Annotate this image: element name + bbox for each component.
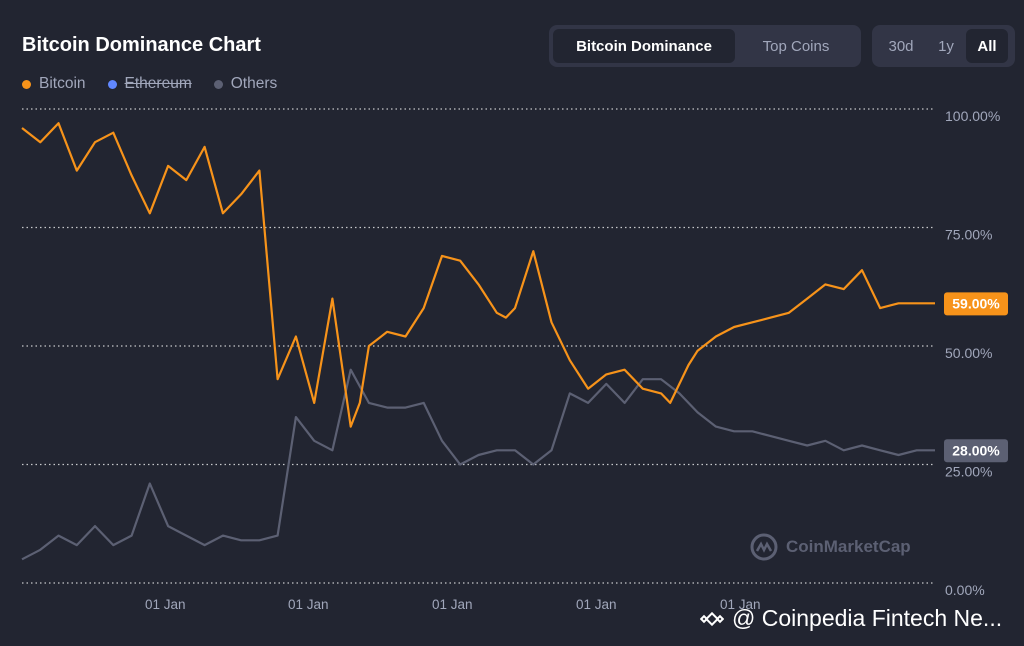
series-line-others xyxy=(21,368,935,561)
others-current-badge xyxy=(944,439,1008,463)
others-current-badge-label: 28.00% xyxy=(952,442,1000,458)
binance-logo-icon xyxy=(700,611,724,626)
chart-title: Bitcoin Dominance Chart xyxy=(22,34,261,56)
grid-lines xyxy=(22,108,935,584)
legend-label-bitcoin: Bitcoin xyxy=(39,75,86,92)
range-all-button[interactable]: All xyxy=(966,29,1008,63)
coinpedia-credit: @ Coinpedia Fintech Ne... xyxy=(700,605,1002,632)
y-tick-label: 50.00% xyxy=(945,345,992,361)
x-tick-label: 01 Jan xyxy=(576,597,617,612)
x-tick-label: 01 Jan xyxy=(432,597,473,612)
credit-text: @ Coinpedia Fintech Ne... xyxy=(732,605,1003,631)
watermark-text: CoinMarketCap xyxy=(786,537,911,556)
bitcoin-current-badge xyxy=(944,292,1008,316)
legend-item-bitcoin[interactable]: Bitcoin xyxy=(22,75,86,93)
current-value-badges: 59.00% 28.00% xyxy=(944,292,1008,463)
legend-item-others[interactable]: Others xyxy=(213,75,278,93)
range-1y-button[interactable]: 1y xyxy=(938,37,954,55)
series-line-bitcoin xyxy=(21,122,935,428)
others-dot-icon xyxy=(213,79,223,89)
tab-top-coins[interactable]: Top Coins xyxy=(762,37,830,55)
y-tick-label: 100.00% xyxy=(945,108,1000,124)
chart-legend: Bitcoin Ethereum Others xyxy=(22,75,277,93)
legend-label-others: Others xyxy=(230,75,278,92)
ethereum-dot-icon xyxy=(107,79,117,89)
x-axis-ticks: 01 Jan 01 Jan 01 Jan 01 Jan 01 Jan xyxy=(145,597,761,612)
view-toggle: Bitcoin Dominance Top Coins xyxy=(549,25,861,67)
x-tick-label: 01 Jan xyxy=(288,597,329,612)
range-30d-button[interactable]: 30d xyxy=(888,37,914,55)
legend-item-ethereum[interactable]: Ethereum xyxy=(107,75,192,93)
y-tick-label: 75.00% xyxy=(945,227,992,243)
y-tick-label: 25.00% xyxy=(945,464,992,480)
series-lines xyxy=(21,122,935,561)
coinmarketcap-logo-icon xyxy=(750,533,778,561)
bitcoin-current-badge-label: 59.00% xyxy=(952,295,1000,311)
bitcoin-dot-icon xyxy=(22,79,31,89)
x-tick-label: 01 Jan xyxy=(720,597,761,612)
y-tick-label: 0.00% xyxy=(945,582,985,598)
x-tick-label: 01 Jan xyxy=(145,597,186,612)
legend-label-ethereum: Ethereum xyxy=(124,75,192,92)
y-axis-ticks: 100.00% 75.00% 50.00% 25.00% 0.00% xyxy=(945,108,1000,598)
coinmarketcap-watermark: CoinMarketCap xyxy=(750,533,911,561)
range-toggle: 30d 1y All xyxy=(872,25,1015,67)
tab-bitcoin-dominance[interactable]: Bitcoin Dominance xyxy=(553,29,735,63)
